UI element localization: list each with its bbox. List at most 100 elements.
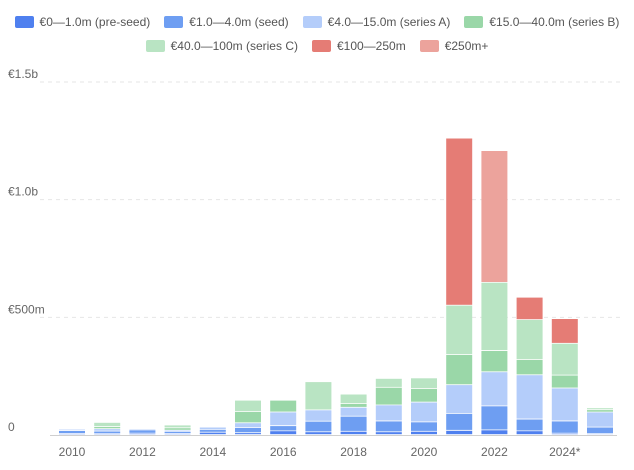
legend-item[interactable]: €100—250m (311, 38, 406, 54)
legend-swatch (14, 16, 34, 28)
x-tick-label: 2012 (129, 445, 156, 459)
bar-segment (516, 375, 543, 419)
bar-segment (481, 430, 508, 435)
bar-segment (411, 431, 437, 435)
bar-segment (235, 433, 261, 435)
bar-segment (164, 428, 191, 430)
bar-segment (411, 378, 437, 389)
bar-segment (94, 427, 121, 429)
bar-segment (235, 427, 261, 433)
x-tick-label: 2020 (411, 445, 438, 459)
bar-segment (94, 429, 121, 431)
x-tick-label: 2016 (270, 445, 297, 459)
x-tick-label: 2014 (199, 445, 226, 459)
bar-segment (305, 432, 332, 435)
bar-segment (411, 402, 437, 422)
y-tick-label: 0 (8, 420, 15, 434)
bar-segment (235, 400, 261, 412)
bar-segment (199, 432, 226, 435)
bar-segment (481, 351, 508, 372)
legend-row: €40.0—100m (series C) €100—250m €250m+ (0, 38, 634, 54)
bar-segment (164, 431, 191, 433)
legend-label: €4.0—15.0m (series A) (327, 15, 451, 29)
x-tick-label: 2018 (340, 445, 367, 459)
bar-segment (94, 431, 121, 434)
legend-item[interactable]: €40.0—100m (series C) (145, 38, 298, 54)
bar-segment (551, 421, 578, 433)
bar-segment (551, 343, 578, 375)
x-tick-label: 2010 (59, 445, 86, 459)
bar-segment (446, 430, 473, 435)
bar-segment (270, 412, 297, 426)
legend-label: €0—1.0m (pre-seed) (39, 15, 151, 29)
y-tick-label: €500m (8, 302, 45, 316)
bar-segment (340, 403, 367, 407)
legend-swatch (302, 16, 322, 28)
legend-swatch (145, 40, 165, 52)
bar-segment (199, 427, 226, 430)
bar-segment (270, 400, 297, 412)
bar-segment (446, 355, 473, 385)
bar-segment (481, 406, 508, 430)
bar-segment (516, 319, 543, 360)
x-tick-label: 2022 (481, 445, 508, 459)
bar-segment (375, 421, 402, 432)
bar-segment (235, 423, 261, 428)
bar-segment (481, 151, 508, 282)
bar-segment (587, 408, 613, 410)
legend-item[interactable]: €1.0—4.0m (seed) (164, 14, 289, 30)
bar-segment (446, 385, 473, 413)
legend-label: €250m+ (444, 39, 489, 53)
legend-label: €40.0—100m (series C) (170, 39, 298, 53)
legend-item[interactable]: €250m+ (419, 38, 489, 54)
bar-segment (340, 431, 367, 435)
bar-segment (305, 382, 332, 410)
bar-segment (446, 305, 473, 355)
bar-segment (551, 319, 578, 343)
legend-item[interactable]: €15.0—40.0m (series B) (464, 14, 619, 30)
bar-segment (446, 413, 473, 430)
legend-label: €15.0—40.0m (series B) (489, 15, 620, 29)
bar-segment (340, 394, 367, 404)
bar-segment (270, 426, 297, 431)
bar-segment (340, 407, 367, 416)
legend-item[interactable]: €0—1.0m (pre-seed) (14, 14, 151, 30)
bar-segment (446, 138, 473, 305)
bar-segment (551, 433, 578, 435)
legend-label: €1.0—4.0m (seed) (189, 15, 289, 29)
bar-segment (587, 412, 613, 427)
x-tick-label: 2024* (549, 445, 581, 459)
legend-swatch (164, 16, 184, 28)
y-tick-label: €1.5b (8, 67, 38, 81)
legend-row: €0—1.0m (pre-seed) €1.0—4.0m (seed) €4.0—1… (0, 14, 634, 30)
bar-segment (481, 372, 508, 406)
bar-segment (340, 416, 367, 431)
bar-segment (516, 359, 543, 375)
bar-segment (551, 388, 578, 421)
bar-segment (235, 411, 261, 423)
bar-segment (587, 410, 613, 412)
legend-swatch (419, 40, 439, 52)
bar-segment (164, 425, 191, 428)
bar-segment (375, 432, 402, 435)
bar-segment (59, 429, 85, 431)
legend-item[interactable]: €4.0—15.0m (series A) (302, 14, 451, 30)
bar-segment (305, 421, 332, 432)
bar-segment (516, 419, 543, 431)
bar-segment (129, 433, 156, 435)
bar-segment (516, 431, 543, 435)
bar-segment (375, 405, 402, 421)
bar-segment (199, 429, 226, 432)
bar-segment (587, 427, 613, 434)
legend-label: €100—250m (336, 39, 406, 53)
bar-segment (59, 431, 85, 433)
bar-segment (305, 410, 332, 421)
bar-segment (411, 388, 437, 402)
bar-segment (375, 387, 402, 405)
bar-segment (375, 378, 402, 387)
bar-segment (411, 422, 437, 431)
chart-legend: €0—1.0m (pre-seed) €1.0—4.0m (seed) €4.0—1… (0, 14, 634, 62)
bar-segment (481, 282, 508, 351)
bar-segment (551, 375, 578, 388)
